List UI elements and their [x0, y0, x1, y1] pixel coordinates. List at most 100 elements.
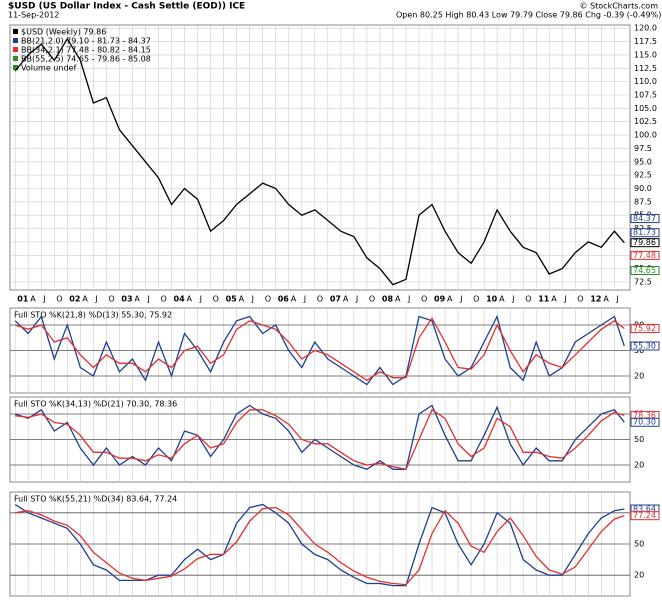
x-tick-label: O: [317, 295, 323, 304]
x-tick-label: O: [369, 295, 375, 304]
x-tick-label: J: [42, 295, 45, 304]
value-marker-label: 55.30: [633, 341, 656, 350]
quote: Open 80.25 High 80.43 Low 79.79 Close 79…: [396, 11, 661, 20]
x-tick-label: O: [56, 295, 62, 304]
y-tick-label: 50: [634, 435, 644, 444]
x-tick-label: A: [82, 295, 88, 304]
y-tick-label: 120.0: [634, 24, 657, 33]
value-marker-label: 75.92: [633, 324, 656, 333]
value-marker-label: 78.36: [633, 411, 656, 420]
value-marker-label: 77.24: [633, 511, 656, 520]
value-marker: [630, 511, 660, 521]
x-tick-label: O: [421, 295, 427, 304]
y-tick-label: 20: [634, 372, 644, 381]
series-line: [14, 503, 625, 587]
x-tick-label: A: [134, 295, 140, 304]
value-marker: [630, 341, 660, 351]
series-line: [15, 506, 625, 586]
legend-label: $USD (Weekly) 79.86: [21, 28, 106, 37]
chart-title: $USD (US Dollar Index - Cash Settle (EOD…: [8, 2, 245, 12]
value-marker: [630, 214, 660, 224]
x-tick-label: A: [499, 295, 505, 304]
x-tick-label: 09: [434, 295, 446, 304]
x-tick-label: J: [459, 295, 462, 304]
y-tick-label: 20: [634, 461, 644, 470]
x-tick-label: 11: [538, 295, 550, 304]
y-tick-label: 115.0: [634, 50, 657, 59]
value-marker: [630, 250, 660, 260]
value-marker: [630, 265, 660, 275]
y-tick-label: 92.5: [634, 171, 652, 180]
value-marker-label: 77.48: [633, 251, 656, 260]
value-marker: [630, 238, 660, 248]
x-tick-label: J: [615, 295, 618, 304]
x-tick-label: 12: [590, 295, 601, 304]
x-tick-label: J: [303, 295, 306, 304]
x-tick-label: A: [343, 295, 349, 304]
x-tick-label: J: [563, 295, 566, 304]
x-tick-label: J: [199, 295, 202, 304]
x-tick-label: A: [291, 295, 297, 304]
legend-label: Volume undef: [21, 64, 76, 73]
panel-title: Full STO %K(34,13) %D(21) 70.30, 78.36: [14, 400, 177, 409]
legend-swatch: [13, 65, 18, 70]
x-tick-label: A: [447, 295, 453, 304]
x-tick-label: O: [525, 295, 531, 304]
panel-frame: [9, 24, 631, 291]
x-tick-label: A: [603, 295, 609, 304]
x-tick-label: 01: [17, 295, 29, 304]
x-tick-label: A: [551, 295, 557, 304]
y-tick-label: 105.0: [634, 104, 657, 113]
x-tick-label: 06: [278, 295, 290, 304]
y-tick-label: 50: [634, 540, 644, 549]
legend-label: BB(34,2.1) 77.48 - 80.82 - 84.15: [21, 46, 151, 55]
x-tick-label: A: [187, 295, 193, 304]
x-tick-label: O: [213, 295, 219, 304]
x-tick-label: J: [94, 295, 97, 304]
y-tick-label: 107.5: [634, 90, 657, 99]
value-marker: [630, 228, 660, 238]
x-tick-label: O: [160, 295, 166, 304]
x-tick-label: 02: [69, 295, 80, 304]
panel-title: Full STO %K(21,8) %D(13) 55.30, 75.92: [14, 311, 172, 320]
value-marker-label: 79.86: [633, 238, 656, 247]
x-tick-label: A: [239, 295, 245, 304]
legend-swatch: [13, 29, 18, 34]
x-tick-label: O: [577, 295, 583, 304]
x-tick-label: 05: [226, 295, 238, 304]
x-tick-label: 07: [330, 295, 341, 304]
x-tick-label: J: [251, 295, 254, 304]
value-marker-label: 84.37: [633, 214, 656, 223]
series-line: [14, 37, 625, 286]
y-tick-label: 97.5: [634, 144, 652, 153]
series-line: [15, 408, 625, 471]
x-tick-label: O: [265, 295, 271, 304]
y-tick-label: 20: [634, 571, 644, 580]
value-marker: [630, 323, 660, 333]
value-marker-label: 70.30: [633, 418, 656, 427]
y-tick-label: 72.5: [634, 277, 652, 286]
x-tick-label: J: [511, 295, 514, 304]
y-tick-label: 50: [634, 346, 644, 355]
legend-label: BB(55,2.5) 74.65 - 79.86 - 85.08: [21, 55, 151, 64]
y-tick-label: 110.0: [634, 77, 657, 86]
x-tick-label: J: [407, 295, 410, 304]
legend-swatch: [13, 56, 18, 61]
x-tick-label: J: [146, 295, 149, 304]
chart-date: 11-Sep-2012: [8, 11, 59, 20]
legend-label: BB(21,2.0) 79.10 - 81.73 - 84.37: [21, 37, 151, 46]
x-tick-label: J: [355, 295, 358, 304]
y-tick-label: 117.5: [634, 37, 657, 46]
x-tick-label: 03: [121, 295, 132, 304]
value-marker-label: 81.73: [633, 228, 656, 237]
y-tick-label: 90.0: [634, 184, 652, 193]
value-marker-label: 83.64: [633, 505, 656, 514]
x-tick-label: 10: [486, 295, 498, 304]
y-tick-label: 112.5: [634, 64, 657, 73]
y-tick-label: 102.5: [634, 117, 657, 126]
value-marker-label: 74.65: [633, 266, 656, 275]
y-tick-label: 95.0: [634, 157, 652, 166]
legend-swatch: [13, 38, 18, 43]
series-line: [14, 314, 625, 386]
